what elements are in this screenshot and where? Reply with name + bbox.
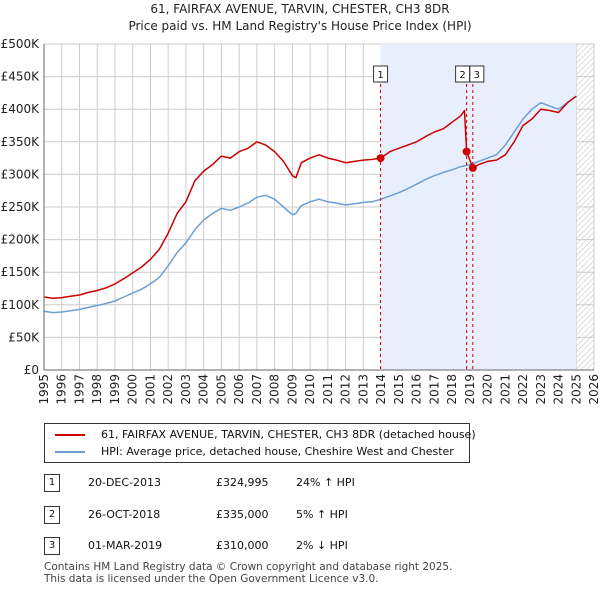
x-tick-label: 1998 [90, 374, 104, 405]
legend-item-hpi: HPI: Average price, detached house, Ches… [55, 445, 454, 458]
transaction-row: 1 20-DEC-2013 £324,995 24% ↑ HPI [44, 474, 444, 492]
x-tick-label: 2025 [569, 374, 583, 405]
y-tick-label: £450K [1, 70, 41, 84]
legend-item-property: 61, FAIRFAX AVENUE, TARVIN, CHESTER, CH3… [55, 428, 476, 441]
x-tick-label: 2012 [339, 374, 353, 405]
x-tick-label: 2006 [232, 374, 246, 405]
x-tick-label: 2011 [321, 374, 335, 405]
x-tick-label: 1997 [72, 374, 86, 405]
y-tick-label: £150K [1, 265, 41, 279]
transaction-price: £324,995 [216, 476, 269, 489]
x-tick-label: 1999 [108, 374, 122, 405]
x-tick-label: 2024 [552, 374, 566, 405]
series-line [43, 95, 577, 300]
event-marker [376, 154, 385, 163]
event-label-box [469, 65, 485, 83]
x-tick-label: 2010 [303, 374, 317, 405]
transaction-hpi-diff: 2% ↓ HPI [296, 539, 348, 552]
footer-copyright: Contains HM Land Registry data © Crown c… [44, 561, 453, 573]
transaction-date: 26-OCT-2018 [88, 508, 161, 521]
x-tick-label: 2026 [587, 374, 600, 405]
x-tick-label: 2019 [463, 374, 477, 405]
chart-title: 61, FAIRFAX AVENUE, TARVIN, CHESTER, CH3… [150, 2, 450, 16]
x-tick-label: 2018 [445, 374, 459, 405]
transaction-hpi-diff: 24% ↑ HPI [296, 476, 355, 489]
transaction-number-badge: 1 [44, 474, 60, 492]
post-sale-shade [380, 44, 577, 370]
y-tick-label: £400K [1, 102, 41, 116]
transaction-hpi-diff: 5% ↑ HPI [296, 508, 348, 521]
y-tick-label: £100K [1, 298, 41, 312]
shaded-region [380, 44, 594, 370]
hpi-line-swatch [55, 451, 85, 453]
y-tick-label: £300K [1, 167, 41, 181]
x-tick-label: 1995 [37, 374, 51, 405]
x-tick-label: 2014 [374, 374, 388, 405]
x-tick-label: 2015 [392, 374, 406, 405]
x-tick-label: 2021 [498, 374, 512, 405]
event-label: 2 [459, 70, 465, 81]
transaction-date: 01-MAR-2019 [88, 539, 163, 552]
transaction-row: 2 26-OCT-2018 £335,000 5% ↑ HPI [44, 506, 444, 524]
x-tick-label: 2002 [161, 374, 175, 405]
x-tick-label: 2003 [179, 374, 193, 405]
event-marker [462, 147, 471, 156]
transaction-number-badge: 2 [44, 506, 60, 524]
event-label: 3 [474, 70, 480, 81]
chart-subtitle: Price paid vs. HM Land Registry's House … [128, 19, 472, 33]
axes: £0 £50K £100K £150K £200K £250K £300K £350K £400… [1, 37, 600, 405]
y-tick-label: £0 [24, 363, 39, 377]
legend-hpi-label: HPI: Average price, detached house, Ches… [101, 445, 454, 458]
x-tick-label: 2000 [126, 374, 140, 405]
x-tick-label: 2013 [356, 374, 370, 405]
x-tick-label: 2007 [250, 374, 264, 405]
property-line-swatch [55, 434, 85, 436]
x-tick-label: 1996 [55, 374, 69, 405]
x-tick-label: 2004 [197, 374, 211, 405]
series-lines [43, 95, 577, 314]
x-tick-label: 2022 [516, 374, 530, 405]
x-tick-label: 2008 [268, 374, 282, 405]
y-tick-label: £50K [8, 330, 40, 344]
x-tick-label: 2017 [427, 374, 441, 405]
x-tick-label: 2020 [481, 374, 495, 405]
x-tick-label: 2023 [534, 374, 548, 405]
transaction-row: 3 01-MAR-2019 £310,000 2% ↓ HPI [44, 537, 444, 555]
y-tick-label: £350K [1, 135, 41, 149]
series-line [43, 95, 577, 314]
legend: 61, FAIRFAX AVENUE, TARVIN, CHESTER, CH3… [44, 423, 476, 463]
x-tick-label: 2005 [214, 374, 228, 405]
transaction-date: 20-DEC-2013 [88, 476, 162, 489]
y-tick-label: £200K [1, 233, 41, 247]
x-tick-label: 2016 [410, 374, 424, 405]
legend-property-label: 61, FAIRFAX AVENUE, TARVIN, CHESTER, CH3… [101, 428, 476, 441]
event-marker [468, 163, 477, 172]
transaction-price: £310,000 [216, 539, 269, 552]
y-tick-label: £500K [1, 37, 41, 51]
x-tick-label: 2009 [285, 374, 299, 405]
event-label-box [373, 65, 389, 83]
event-label: 1 [377, 70, 383, 81]
x-tick-label: 2001 [143, 374, 157, 405]
transaction-number-badge: 3 [44, 537, 60, 555]
y-tick-label: £250K [1, 200, 41, 214]
future-hatch [576, 44, 594, 370]
transaction-price: £335,000 [216, 508, 269, 521]
footer-licence: This data is licensed under the Open Gov… [44, 573, 379, 585]
